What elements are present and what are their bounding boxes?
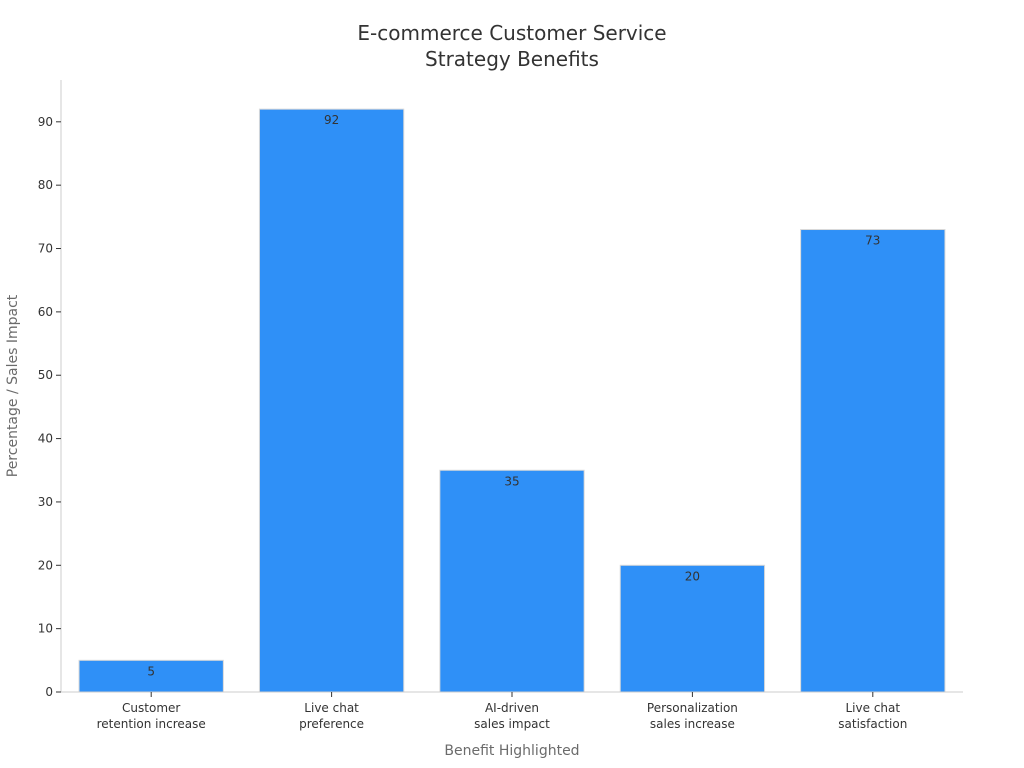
- x-tick-label: Customer: [122, 701, 180, 715]
- bar-value-label: 73: [865, 234, 880, 248]
- data-labels-group: 5 92 35 20 73: [147, 113, 880, 678]
- y-tick-label: 90: [38, 115, 53, 129]
- y-tick-label: 0: [45, 685, 53, 699]
- y-tick-label: 70: [38, 242, 53, 256]
- y-axis-label: Percentage / Sales Impact: [5, 294, 21, 477]
- y-tick-label: 80: [38, 178, 53, 192]
- bar: [439, 469, 585, 693]
- x-axis-label: Benefit Highlighted: [444, 743, 579, 759]
- bar: [619, 564, 766, 693]
- bar: [800, 229, 946, 693]
- x-tick-label: sales impact: [474, 717, 550, 731]
- x-tick-label: Personalization: [647, 701, 738, 715]
- x-tick-label: AI-driven: [485, 701, 539, 715]
- chart-title-line-1: E-commerce Customer Service: [357, 21, 666, 45]
- bar: [78, 659, 224, 693]
- bar-value-label: 35: [504, 474, 519, 488]
- bar-value-label: 92: [324, 113, 339, 127]
- bar: [258, 108, 405, 693]
- x-axis: Customer retention increase Live chat prefe…: [61, 691, 963, 731]
- x-tick-label: preference: [299, 717, 364, 731]
- x-tick-label: satisfaction: [838, 717, 907, 731]
- y-tick-label: 40: [38, 432, 53, 446]
- bar-value-label: 5: [147, 664, 155, 678]
- x-tick-label: Live chat: [846, 701, 901, 715]
- y-tick-label: 60: [38, 305, 53, 319]
- bar-value-label: 20: [685, 569, 700, 583]
- y-tick-label: 50: [38, 368, 53, 382]
- y-tick-label: 20: [38, 558, 53, 572]
- y-tick-label: 30: [38, 495, 53, 509]
- y-axis: 0 10 20 30 40 50 60 70 80 90: [38, 80, 62, 699]
- x-tick-label: Live chat: [304, 701, 359, 715]
- chart-title: E-commerce Customer Service Strategy Ben…: [357, 21, 666, 71]
- x-tick-label: retention increase: [97, 717, 206, 731]
- y-tick-label: 10: [38, 622, 53, 636]
- x-tick-label: sales increase: [650, 717, 735, 731]
- chart-title-line-2: Strategy Benefits: [425, 47, 599, 71]
- bars-group: [78, 108, 946, 693]
